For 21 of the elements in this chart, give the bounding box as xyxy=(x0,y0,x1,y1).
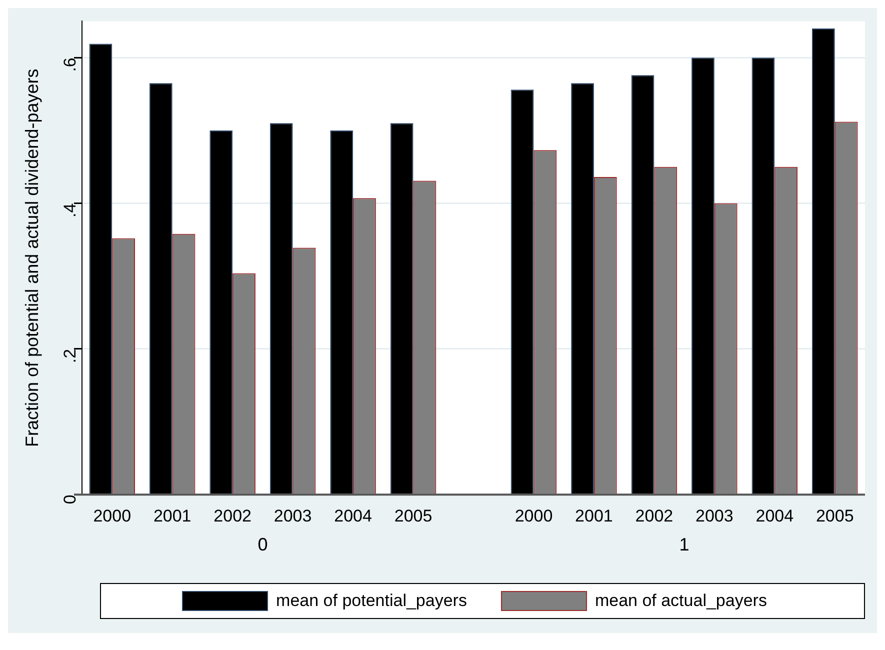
text: 0 xyxy=(258,534,268,555)
x-tick-label: 2000 xyxy=(514,506,553,526)
x-tick-label: 2001 xyxy=(575,506,613,526)
y-tick-label: .4 xyxy=(60,203,80,218)
y-axis-title: Fraction of potential and actual dividend-payers xyxy=(22,68,42,448)
x-tick-label: 2001 xyxy=(153,506,192,526)
x-tick-label: 2003 xyxy=(696,506,734,526)
text: 1 xyxy=(679,534,690,555)
x-tick-label: 2003 xyxy=(274,506,312,526)
x-tick-label: 2002 xyxy=(635,506,674,526)
x-tick-label: 2000 xyxy=(93,506,132,526)
legend-label: mean of actual_payers xyxy=(594,591,767,611)
y-tick-label: .2 xyxy=(60,348,80,364)
x-tick-label: 2004 xyxy=(334,506,372,526)
x-tick-label: 2005 xyxy=(816,506,854,526)
x-tick-label: 2002 xyxy=(214,506,252,526)
x-tick-label: 2005 xyxy=(394,506,432,526)
y-tick-label: 0 xyxy=(60,494,80,504)
y-tick-label: .6 xyxy=(60,58,80,72)
legend-label: mean of potential_payers xyxy=(276,591,467,611)
x-tick-label: 2004 xyxy=(756,506,794,526)
